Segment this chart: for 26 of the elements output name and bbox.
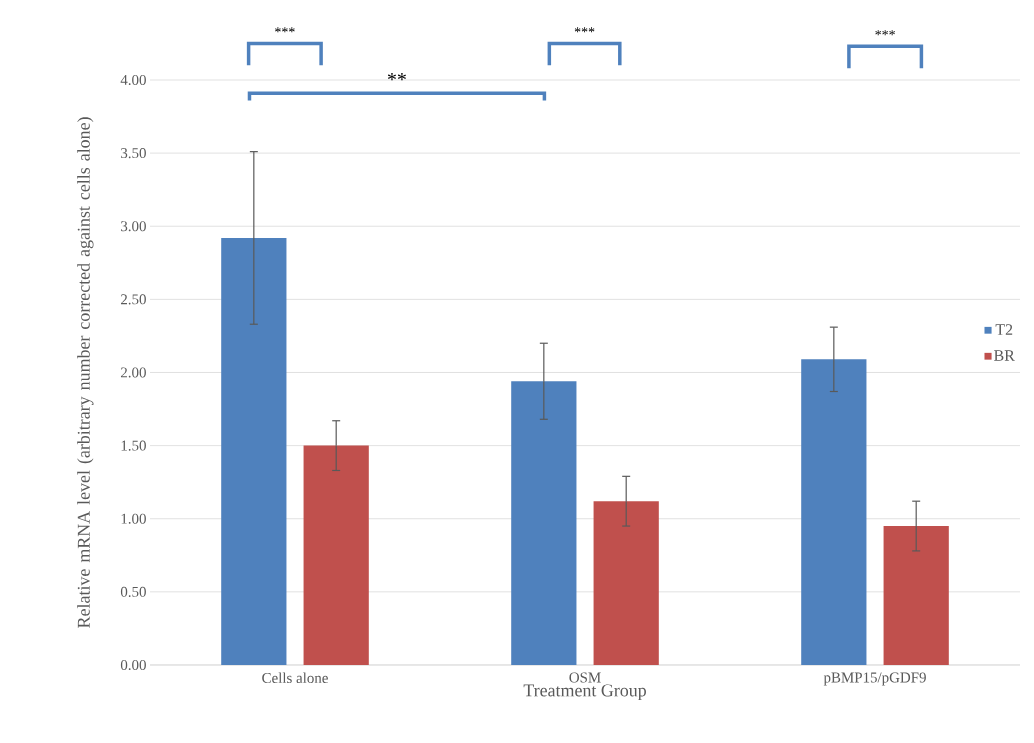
x-tick-label: Cells alone — [262, 672, 328, 684]
y-tick-label: 3.00 — [121, 221, 146, 232]
bar — [801, 359, 867, 665]
text: *** — [275, 27, 295, 33]
legend-label: T2 — [995, 324, 1013, 335]
x-axis-title: Treatment Group — [523, 684, 646, 701]
text: *** — [574, 27, 595, 33]
y-tick-label: 1.50 — [121, 440, 146, 451]
x-tick-label: pBMP15/pGDF9 — [823, 672, 926, 686]
y-tick-label: 1.00 — [121, 513, 146, 524]
y-tick-label: 0.00 — [120, 659, 146, 671]
y-tick-label: 2.50 — [120, 294, 146, 305]
x-tick-label: OSM — [569, 672, 601, 683]
bar — [593, 501, 659, 665]
y-tick-label: 0.50 — [120, 586, 146, 597]
y-tick-label: 4.00 — [120, 74, 146, 86]
y-tick-label: 2.00 — [120, 367, 146, 378]
legend-label: BR — [994, 350, 1015, 361]
y-axis-title: Relative mRNA level (arbitrary number corrected against cells alone) — [77, 117, 94, 628]
bar — [221, 237, 287, 665]
annotation: ** — [387, 73, 406, 81]
bar — [303, 445, 369, 665]
bar — [883, 526, 949, 665]
text: *** — [875, 30, 895, 36]
y-tick-label: 3.50 — [121, 148, 146, 159]
bar — [511, 381, 577, 665]
